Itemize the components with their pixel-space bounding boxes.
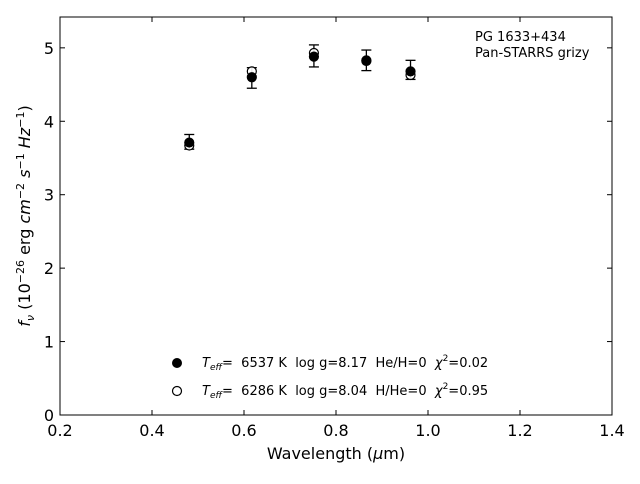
y-tick-label: 2 <box>44 259 54 278</box>
legend-entry-2: Teff= 6286 K log g=8.04 H/He=0 χ2=0.95 <box>171 382 488 401</box>
x-tick-label: 0.8 <box>323 421 348 440</box>
data-point-filled <box>405 66 416 77</box>
legend-entry-1: Teff= 6537 K log g=8.17 He/H=0 χ2=0.02 <box>172 354 488 373</box>
series-h-atmosphere <box>184 47 416 151</box>
y-tick-label: 1 <box>44 333 54 352</box>
data-point-filled <box>361 55 372 66</box>
series-he-atmosphere <box>184 51 416 148</box>
x-tick-label: 0.2 <box>47 421 72 440</box>
x-tick-label: 1.0 <box>415 421 440 440</box>
x-tick-label: 1.4 <box>599 421 624 440</box>
legend: Teff= 6537 K log g=8.17 He/H=0 χ2=0.02 T… <box>171 354 488 401</box>
y-axis-ticks: 0 1 2 3 4 5 <box>44 39 612 425</box>
x-axis-label: Wavelength (μm) <box>267 444 405 463</box>
y-tick-label: 4 <box>44 112 54 131</box>
x-tick-label: 0.6 <box>231 421 256 440</box>
annotation-line-1: PG 1633+434 <box>475 30 566 45</box>
legend-entry-2-label: Teff= 6286 K log g=8.04 H/He=0 χ2=0.95 <box>202 382 488 401</box>
y-axis-label: fν (10−26 erg cm−2 s−1 Hz−1) <box>14 105 37 326</box>
y-tick-label: 3 <box>44 186 54 205</box>
x-tick-label: 0.4 <box>139 421 164 440</box>
legend-marker-filled <box>172 358 182 368</box>
data-point-filled <box>246 72 257 83</box>
y-tick-label: 0 <box>44 406 54 425</box>
y-tick-label: 5 <box>44 39 54 58</box>
data-point-filled <box>308 51 320 62</box>
observed-errorbars <box>184 44 416 150</box>
legend-marker-open <box>171 385 183 397</box>
x-tick-label: 1.2 <box>507 421 532 440</box>
data-point-filled <box>184 137 195 148</box>
x-axis-ticks: 0.2 0.4 0.6 0.8 1.0 1.2 1.4 <box>47 17 625 440</box>
legend-entry-1-label: Teff= 6537 K log g=8.17 He/H=0 χ2=0.02 <box>202 354 488 373</box>
annotation-line-2: Pan-STARRS grizy <box>475 46 590 61</box>
